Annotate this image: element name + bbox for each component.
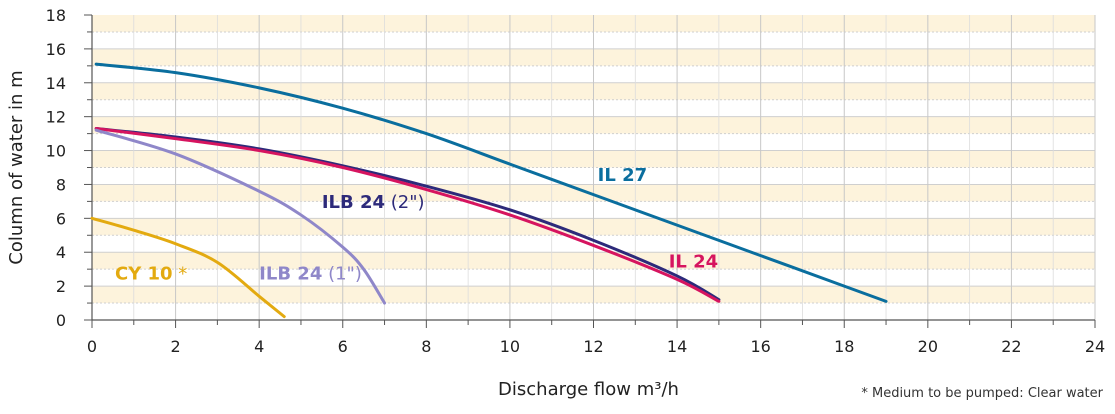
x-tick-label: 12: [583, 337, 603, 356]
y-axis-ticks: 0 2 4 6 8 10 12 14 16 18: [46, 6, 92, 330]
series-label-ilb-24-2: ILB 24 (2"): [322, 192, 425, 213]
x-tick-label: 22: [1001, 337, 1021, 356]
series-label-il-27: IL 27: [598, 165, 647, 186]
series-label-ilb-24-1: ILB 24 (1"): [259, 263, 362, 284]
y-tick-label: 18: [46, 6, 66, 25]
series-label-suffix: (2"): [385, 192, 425, 213]
y-tick-label: 12: [46, 108, 66, 127]
y-tick-label: 6: [56, 209, 66, 228]
series-line-ilb-24-2: [94, 127, 721, 302]
series-label-il-24: IL 24: [669, 251, 718, 272]
y-axis-title: Column of water in m: [6, 70, 27, 264]
series-label-name: IL 27: [598, 165, 647, 186]
x-tick-label: 8: [421, 337, 431, 356]
series-label-name: ILB 24: [259, 263, 322, 284]
series-label-suffix: (1"): [322, 263, 362, 284]
y-tick-label: 4: [56, 243, 66, 262]
y-tick-label: 14: [46, 74, 66, 93]
series-line-ilb-24-1: [94, 128, 387, 305]
series-label-name: IL 24: [669, 251, 718, 272]
x-tick-label: 4: [254, 337, 264, 356]
series-curves: [90, 62, 888, 319]
y-tick-label: 10: [46, 142, 66, 161]
series-label-cy-10: CY 10 *: [115, 263, 187, 284]
x-tick-label: 16: [750, 337, 770, 356]
footnote: * Medium to be pumped: Clear water: [861, 386, 1103, 401]
x-tick-label: 14: [667, 337, 687, 356]
x-tick-label: 6: [338, 337, 348, 356]
series-line-il-27: [94, 62, 888, 303]
x-tick-label: 20: [918, 337, 938, 356]
x-axis-ticks: 0 2 4 6 8 10 12 14 16 18 20 22 24: [87, 320, 1105, 356]
grid: [91, 15, 1096, 320]
y-tick-label: 16: [46, 40, 66, 59]
series-label-suffix: *: [173, 263, 188, 284]
x-tick-label: 10: [500, 337, 520, 356]
series-label-name: ILB 24: [322, 192, 385, 213]
series-label-name: CY 10: [115, 263, 173, 284]
series-line-cy-10: [90, 216, 286, 319]
series-labels: IL 27 ILB 24 (2") IL 24 ILB 24 (1") CY 10 *: [115, 165, 718, 284]
x-tick-label: 24: [1085, 337, 1105, 356]
x-axis-title: Discharge flow m³/h: [498, 379, 679, 400]
y-tick-label: 8: [56, 175, 66, 194]
y-tick-label: 0: [56, 311, 66, 330]
x-tick-label: 18: [834, 337, 854, 356]
x-tick-label: 2: [170, 337, 180, 356]
y-tick-label: 2: [56, 277, 66, 296]
series-line-il-24: [94, 127, 721, 303]
x-tick-label: 0: [87, 337, 97, 356]
